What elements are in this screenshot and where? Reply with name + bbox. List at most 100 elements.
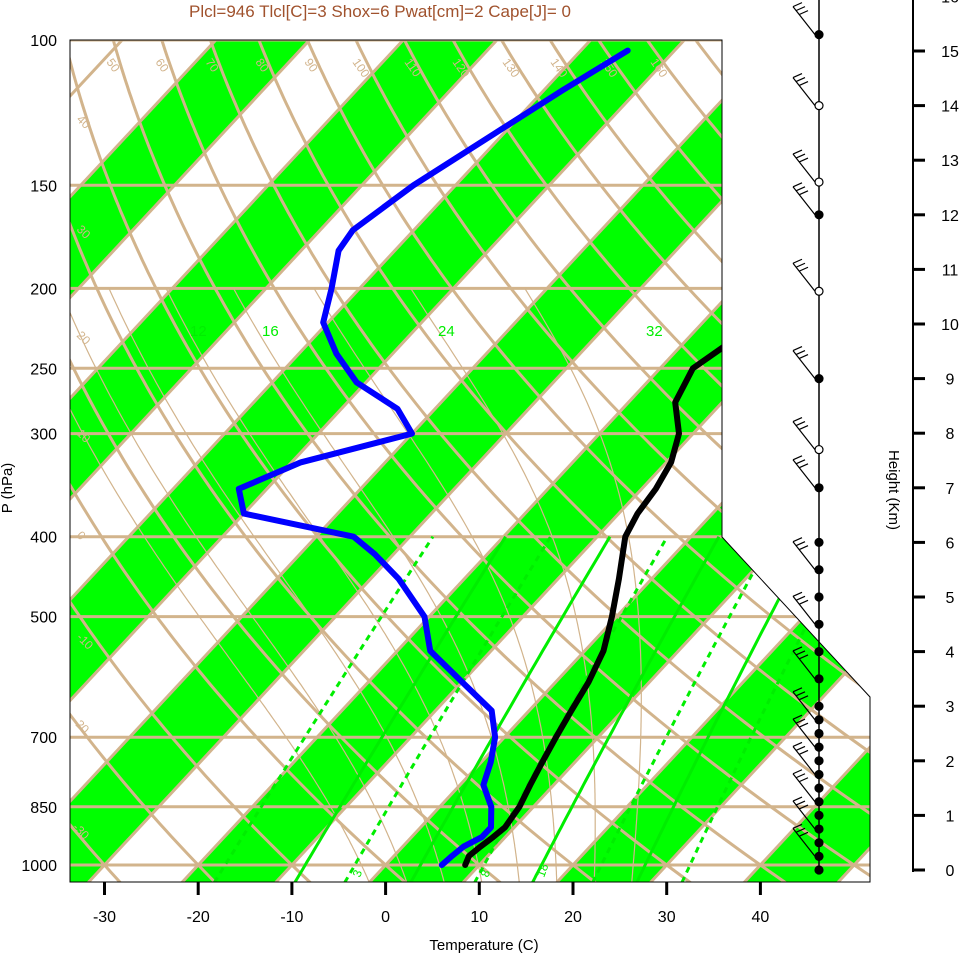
plot-area: 50 60 70 80 90 100 110 120 130 140 150 160403020100…	[70, 40, 874, 882]
wind-barb	[792, 186, 816, 216]
dry-adiabat-label: 130	[500, 56, 523, 81]
height-tick-label: 2	[946, 754, 955, 771]
height-tick-label: 4	[946, 645, 955, 662]
dry-adiabat-line	[785, 40, 870, 882]
x-axis-title: Temperature (C)	[429, 937, 538, 954]
wind-dot	[814, 756, 824, 766]
wind-barb-feather	[792, 455, 803, 461]
y-axis-title: P (hPa)	[0, 463, 16, 514]
wind-dot	[814, 30, 824, 40]
dry-adiabat-line	[70, 40, 224, 882]
wind-barb	[792, 153, 816, 183]
wind-barb-feather	[798, 804, 809, 810]
wind-barb-feather	[795, 421, 806, 427]
mixing-ratio-line	[409, 535, 612, 882]
wind-barb-feather	[798, 545, 809, 551]
wind-barb-feather	[792, 73, 803, 79]
moist-adiabat-label: 16	[262, 323, 279, 340]
wind-barb-feather	[792, 2, 803, 8]
wind-barb-feather	[792, 537, 803, 543]
wind-barb-feather	[798, 749, 809, 755]
moist-adiabat-line	[108, 288, 445, 882]
wind-barb-feather	[795, 6, 806, 12]
wind-barb	[792, 459, 816, 489]
wind-dot	[814, 728, 824, 739]
isotherm-line	[70, 40, 508, 882]
dewpoint-profile	[235, 47, 631, 868]
isotherm-band	[70, 40, 694, 882]
pressure-tick-label: 100	[30, 33, 57, 50]
wind-barb-feather	[798, 599, 809, 605]
wind-barb-feather	[798, 425, 809, 431]
moist-adiabat-label: 24	[438, 323, 455, 340]
wind-barb-feather	[792, 823, 803, 829]
isotherm-line	[70, 40, 695, 882]
y2-axis-title: Height (Km)	[885, 450, 902, 530]
wind-dot	[814, 810, 824, 821]
moist-adiabat-line	[410, 287, 596, 882]
height-tick-label: 14	[941, 99, 959, 116]
wind-barb-feather	[795, 153, 806, 159]
mixing-ratio-line	[343, 535, 552, 882]
wind-barb-feather	[795, 262, 806, 268]
wind-barb-feather	[792, 149, 803, 155]
dry-adiabat-line	[736, 40, 870, 882]
wind-barb-feather	[792, 591, 803, 597]
plot-frame	[69, 39, 871, 883]
wind-dot	[814, 701, 824, 711]
wind-dot	[814, 769, 824, 780]
moist-adiabat-line	[70, 288, 370, 882]
wind-barb	[792, 746, 816, 775]
wind-barb-feather	[792, 417, 803, 423]
isotherm-right-label: 30	[847, 644, 874, 671]
pressure-axis: 100 150 200 250 300 400 500 700 850 1000	[21, 33, 57, 875]
height-tick-label: 1	[946, 808, 955, 825]
mixing-ratio-line	[591, 535, 774, 882]
height-axis: 012345678910111213141516	[912, 0, 959, 880]
pressure-tick-label: 1000	[21, 858, 57, 875]
wind-barb-feather	[792, 741, 803, 747]
wind-dot	[814, 674, 824, 684]
wind-dot	[814, 444, 824, 455]
moist-adiabat-line	[313, 287, 558, 882]
height-tick-label: 13	[941, 153, 959, 170]
mixing-ratio-line	[293, 535, 507, 882]
x-tick-label: 40	[752, 909, 770, 926]
wind-barb-feather	[792, 258, 803, 264]
wind-barb	[792, 827, 816, 857]
dry-adiabat-line	[70, 40, 702, 882]
pressure-tick-label: 400	[30, 530, 57, 547]
pressure-tick-label: 500	[30, 610, 57, 627]
mixing-ratio-lines	[213, 535, 854, 882]
wind-dot	[814, 646, 824, 657]
wind-barb-feather	[792, 796, 803, 802]
moist-adiabat-label: 12	[190, 323, 207, 340]
wind-barb-feather	[792, 646, 803, 652]
wind-dot	[814, 742, 824, 752]
wind-dot	[814, 565, 824, 575]
wind-barb-feather	[795, 350, 806, 356]
dry-adiabat-line	[70, 40, 415, 882]
height-tick-label: 9	[946, 372, 955, 389]
x-tick-label: 30	[658, 909, 676, 926]
height-tick-label: 11	[942, 262, 959, 279]
mixing-ratio-label: 18	[534, 861, 552, 879]
wind-barb-feather	[798, 81, 809, 87]
wind-barb-feather	[798, 463, 809, 469]
x-axis: -30 -20 -10 0 10 20 30 40	[93, 882, 769, 926]
x-tick-label: -20	[187, 909, 210, 926]
wind-barb-feather	[792, 714, 803, 720]
dry-adiabat-line	[543, 40, 870, 882]
wind-barb-feather	[792, 769, 803, 775]
dry-adiabat-line	[302, 40, 870, 882]
height-tick-label: 7	[946, 481, 955, 498]
mixing-ratio-label: 8	[478, 868, 494, 879]
height-tick-label: 12	[941, 208, 959, 225]
wind-barb-feather	[795, 800, 806, 806]
wind-barb	[792, 421, 816, 450]
wind-barb	[792, 691, 816, 721]
x-tick-label: 20	[564, 909, 582, 926]
wind-barb-feather	[795, 745, 806, 751]
moist-adiabat-line	[524, 287, 642, 882]
